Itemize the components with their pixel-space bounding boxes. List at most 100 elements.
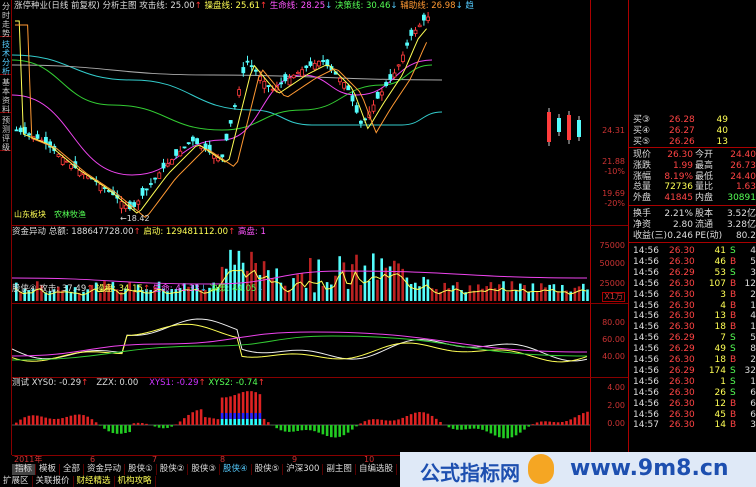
volume-bar [90,284,94,301]
volume-bar [342,262,346,301]
histogram-bar [334,425,337,438]
volume-bar [233,264,236,301]
candle-body [417,24,422,28]
candle-body [371,104,376,112]
candle-body [153,177,158,180]
volume-bar [174,289,178,301]
volume-bar [426,279,430,301]
volume-bar [506,291,509,301]
volume-bar [204,289,207,301]
histogram-bar [460,425,463,430]
trade-tick-row: 14:56 26.30 1 S 1 [633,376,756,387]
extension-tab-2[interactable]: 财经精选 [74,476,115,487]
indicator-tab-1[interactable]: 模板 [36,464,61,475]
histogram-bar [241,392,245,425]
indicator-tab-0[interactable]: 指标 [12,464,37,475]
indicator-tab-10[interactable]: 副主图 [323,464,356,475]
bid-row: 买③ 26.28 49 [633,115,728,125]
date-axis: 2011年 6 7 8 9 10 [12,455,628,464]
ma-short-orange [15,24,428,218]
indicator-tab-9[interactable]: 沪深300 [283,464,324,475]
fundamental-row: 收益(三) 0.246 PE(动) 80.2 [633,230,756,241]
extension-tab-1[interactable]: 关联报价 [33,476,74,487]
histogram-bar [527,425,530,427]
indicator-tab-6[interactable]: 股侠③ [188,464,220,475]
volume-bar [409,283,413,301]
volume-bar [153,286,157,301]
histogram-bar [178,421,182,425]
histogram-bar [439,421,442,425]
volume-bar [544,287,547,301]
test-zzx: ZZX: 0.00 [96,378,139,388]
sector-tag-shandong[interactable]: 山东板块 [14,210,46,219]
volume-bar [86,289,89,301]
histogram-bar [250,391,253,425]
indicator-tab-3[interactable]: 资金异动 [84,464,126,475]
candle-body [190,136,195,142]
histogram-bar [90,419,94,425]
candle-body [384,82,389,87]
volume-bar [275,268,278,301]
axis-tick-label: -20% [604,199,625,208]
histogram-bar [86,416,89,425]
volume-bar [355,254,358,301]
guxia-decide-line [12,335,588,361]
volume-bar [212,282,215,301]
axis-tick-label: 40.00 [602,352,625,361]
extension-tab-0[interactable]: 扩展区 [0,476,33,487]
histogram-bar [376,419,379,425]
fundamental-row: 净资 2.80 流通 3.28亿 [633,219,756,230]
histogram-bar [183,418,186,425]
fund-flow-panel[interactable]: 资金异动 总额: 188647728.00↑ 启动: 129481112.00↑… [12,225,590,303]
indicator-tab-7[interactable]: 股侠④ [220,464,252,475]
tab-forecast-rating[interactable]: 预测评级 [0,116,12,152]
guxia-indicator-panel[interactable]: 股侠④ 攻击: 37.49↑ 操盘: 34.15↑ 生命: 41.33↓ 决策:… [12,284,590,378]
histogram-bar [199,409,203,425]
volume-bar [582,283,585,301]
histogram-bar [267,422,270,425]
volume-bar [107,283,110,301]
indicator-tab-5[interactable]: 股侠② [157,464,189,475]
trade-tick-row: 14:56 26.29 49 S 8 [633,344,756,355]
volume-bar [267,270,270,301]
tab-fundamentals[interactable]: 基本资料 [0,78,12,114]
histogram-bar [464,425,467,430]
sector-tag-agriculture[interactable]: 农林牧渔 [54,210,86,219]
candle-body [22,127,27,134]
volume-ma-yellow [14,269,587,296]
volume-bar [149,289,152,301]
tab-intraday[interactable]: 分时走势 [0,2,12,38]
tab-technical-analysis[interactable]: 技术分析 [0,40,12,76]
histogram-bar [31,415,35,425]
candle-body [69,164,73,169]
candle-body [65,160,69,163]
histogram-bar [418,412,421,425]
volume-bar [439,292,442,301]
volume-bar [216,287,220,301]
volume-bar [166,291,169,301]
axis-tick-label: 6 [90,455,96,464]
histogram-bar [44,417,47,425]
guxia-attack: 攻击: 37.49 [39,284,87,294]
indicator-tab-4[interactable]: 股侠① [125,464,157,475]
main-price-chart[interactable]: 山东板块 农林牧渔 ←18.42 [12,12,590,225]
indicator-tab-11[interactable]: 自编选股 [356,464,397,475]
histogram-bar [321,425,325,435]
test-indicator-panel[interactable]: 测试 XYS0: -0.29↑ ZZX: 0.00 XYS1: -0.29↑ X… [12,377,590,455]
candle-body [60,157,65,165]
candle-body [161,162,166,169]
volume-bar [376,279,379,301]
indicator-tab-8[interactable]: 股侠⑤ [252,464,284,475]
histogram-bar [498,425,501,438]
histogram-bar [241,413,245,419]
candle-body [165,163,170,167]
volume-bar [573,287,577,301]
volume-bar [443,282,446,301]
candle-body [375,92,380,99]
histogram-bar [582,413,585,425]
candle-body [178,150,183,157]
histogram-bar [237,419,241,425]
histogram-bar [233,419,236,425]
indicator-tab-2[interactable]: 全部 [60,464,85,475]
extension-tab-3[interactable]: 机构攻略 [115,476,156,487]
